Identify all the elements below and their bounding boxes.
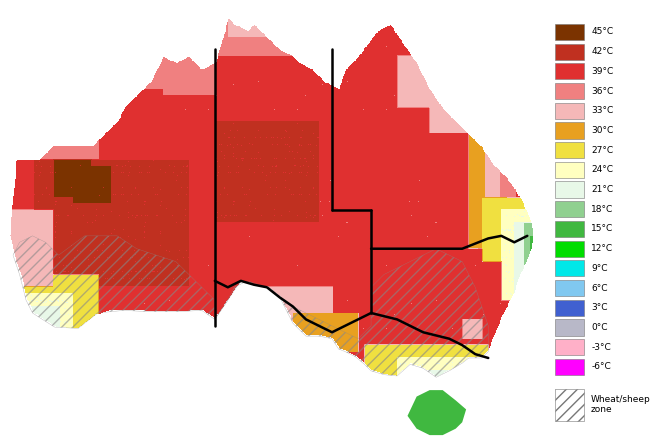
Text: -6°C: -6°C [591, 363, 611, 372]
Bar [555, 142, 585, 158]
Bar [555, 24, 585, 40]
Text: 15°C: 15°C [591, 224, 613, 234]
Text: 21°C: 21°C [591, 185, 613, 194]
Text: 6°C: 6°C [591, 284, 607, 293]
Bar [555, 63, 585, 79]
Text: 39°C: 39°C [591, 67, 613, 76]
Text: 27°C: 27°C [591, 146, 613, 155]
Text: 18°C: 18°C [591, 205, 613, 214]
Text: 0°C: 0°C [591, 323, 607, 332]
Bar [555, 103, 585, 119]
Text: 12°C: 12°C [591, 244, 613, 253]
Text: 36°C: 36°C [591, 87, 613, 95]
Bar [555, 83, 585, 99]
Text: Wheat/sheep
zone: Wheat/sheep zone [591, 395, 651, 414]
Bar [555, 319, 585, 335]
Bar [555, 359, 585, 375]
Text: 42°C: 42°C [591, 47, 613, 56]
Bar [555, 389, 585, 421]
Bar [555, 280, 585, 296]
Bar [555, 182, 585, 198]
Text: 45°C: 45°C [591, 28, 613, 37]
Bar [555, 44, 585, 60]
Bar [555, 260, 585, 277]
Bar [555, 201, 585, 217]
Bar [555, 162, 585, 178]
Text: -3°C: -3°C [591, 343, 611, 352]
Text: 33°C: 33°C [591, 106, 613, 115]
Bar [555, 300, 585, 316]
Bar [555, 221, 585, 237]
Bar [555, 122, 585, 139]
Bar [555, 339, 585, 355]
Text: 30°C: 30°C [591, 126, 613, 135]
Text: 3°C: 3°C [591, 303, 607, 312]
Bar [555, 240, 585, 257]
Text: 9°C: 9°C [591, 264, 607, 273]
Polygon shape [408, 390, 466, 435]
Text: 24°C: 24°C [591, 165, 613, 174]
